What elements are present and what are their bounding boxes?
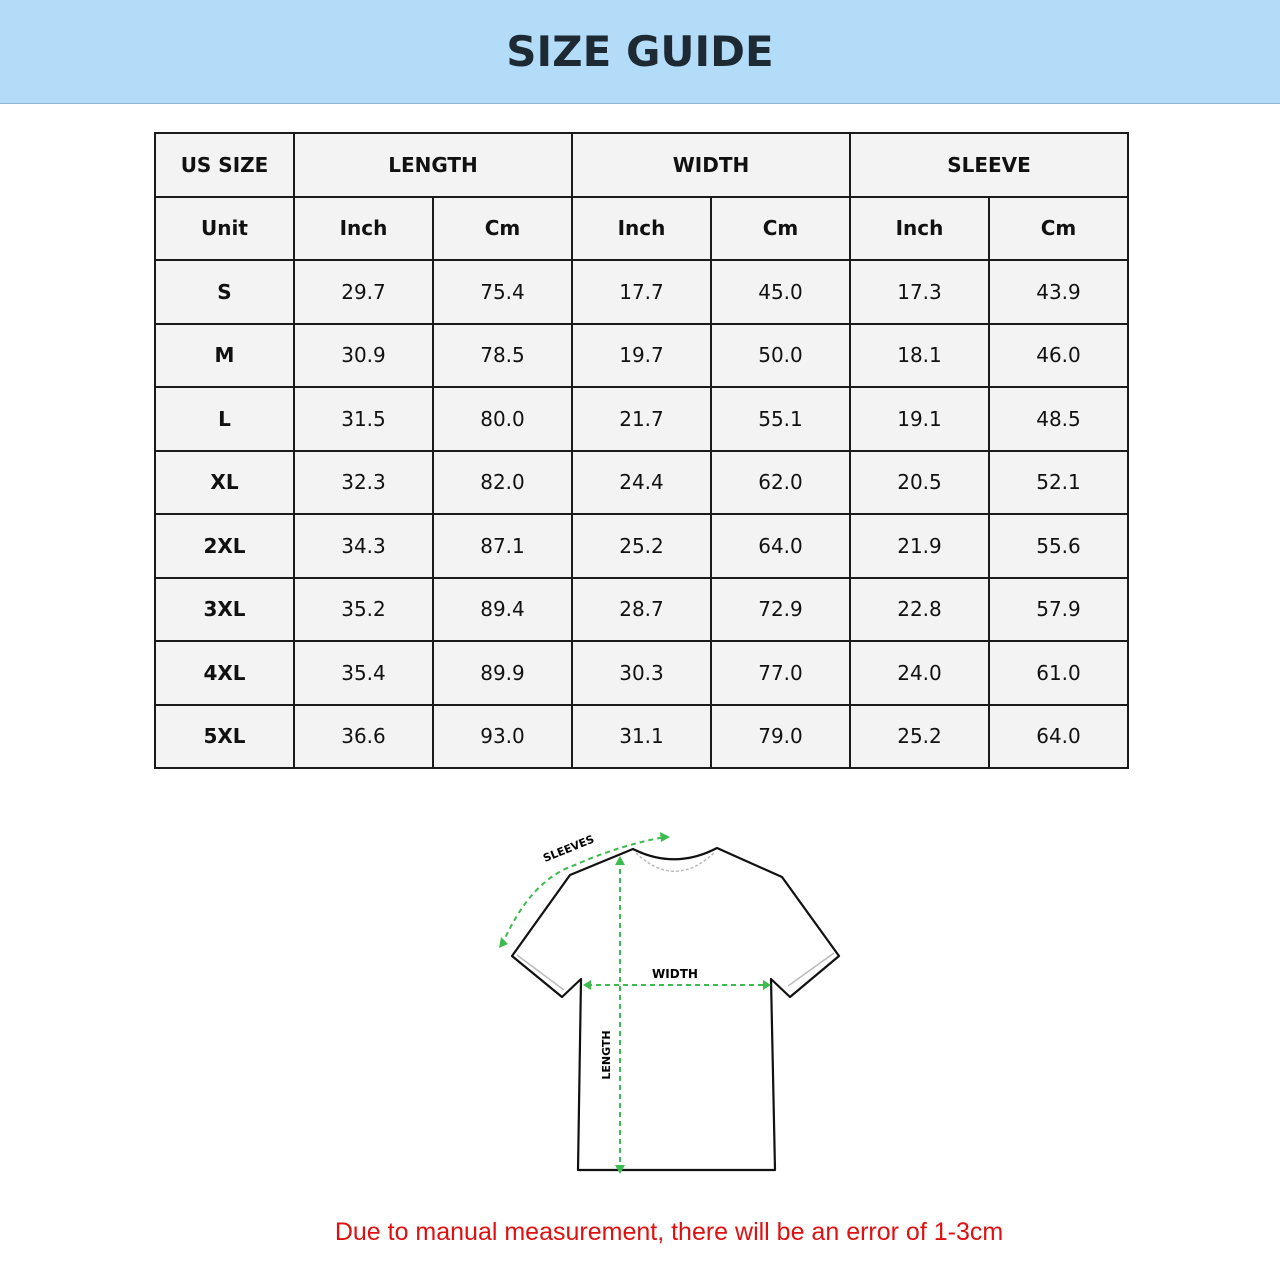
unit-cell: Inch (849, 195, 990, 261)
measurement-cell: 22.8 (849, 576, 990, 642)
measurement-cell: 45.0 (710, 259, 851, 325)
measurement-cell: 89.9 (432, 640, 573, 706)
measurement-cell: 50.0 (710, 322, 851, 388)
size-cell: S (154, 259, 295, 325)
size-row: 2XL 34.3 87.1 25.2 64.0 21.9 55.6 (154, 513, 1129, 579)
size-cell: 3XL (154, 576, 295, 642)
measurement-cell: 82.0 (432, 449, 573, 515)
size-row: 4XL 35.4 89.9 30.3 77.0 24.0 61.0 (154, 640, 1129, 706)
size-row: 3XL 35.2 89.4 28.7 72.9 22.8 57.9 (154, 576, 1129, 642)
measurement-cell: 79.0 (710, 703, 851, 769)
header-width: WIDTH (571, 132, 851, 198)
size-row: L 31.5 80.0 21.7 55.1 19.1 48.5 (154, 386, 1129, 452)
measurement-cell: 35.2 (293, 576, 434, 642)
length-label: LENGTH (600, 1030, 613, 1079)
measurement-cell: 31.5 (293, 386, 434, 452)
size-cell: M (154, 322, 295, 388)
size-cell: 4XL (154, 640, 295, 706)
size-row: M 30.9 78.5 19.7 50.0 18.1 46.0 (154, 322, 1129, 388)
measurement-cell: 20.5 (849, 449, 990, 515)
unit-row: Unit Inch Cm Inch Cm Inch Cm (154, 195, 1129, 261)
measurement-cell: 62.0 (710, 449, 851, 515)
sleeves-label: SLEEVES (541, 833, 596, 865)
measurement-note: Due to manual measurement, there will be… (334, 1218, 1004, 1246)
width-label: WIDTH (652, 967, 698, 981)
page-title: SIZE GUIDE (506, 27, 774, 76)
unit-cell: Cm (432, 195, 573, 261)
measurement-cell: 24.4 (571, 449, 712, 515)
measurement-cell: 19.7 (571, 322, 712, 388)
measurement-cell: 36.6 (293, 703, 434, 769)
measurement-cell: 78.5 (432, 322, 573, 388)
header-us-size: US SIZE (154, 132, 295, 198)
measurement-cell: 25.2 (849, 703, 990, 769)
measurement-cell: 55.6 (988, 513, 1129, 579)
unit-cell: Inch (293, 195, 434, 261)
measurement-cell: 72.9 (710, 576, 851, 642)
unit-cell: Cm (988, 195, 1129, 261)
header-sleeve: SLEEVE (849, 132, 1129, 198)
measurement-cell: 75.4 (432, 259, 573, 325)
unit-cell: Cm (710, 195, 851, 261)
arrow-heads (499, 832, 771, 1174)
measurement-cell: 43.9 (988, 259, 1129, 325)
measurement-cell: 28.7 (571, 576, 712, 642)
unit-cell: Inch (571, 195, 712, 261)
measurement-cell: 29.7 (293, 259, 434, 325)
measurement-cell: 31.1 (571, 703, 712, 769)
tshirt-outline (510, 846, 841, 1172)
size-cell: L (154, 386, 295, 452)
size-cell: XL (154, 449, 295, 515)
measurement-cell: 87.1 (432, 513, 573, 579)
group-header-row: US SIZE LENGTH WIDTH SLEEVE (154, 132, 1129, 198)
measurement-cell: 48.5 (988, 386, 1129, 452)
measurement-cell: 19.1 (849, 386, 990, 452)
size-table: US SIZE LENGTH WIDTH SLEEVE Unit Inch Cm… (154, 132, 1129, 769)
measurement-cell: 61.0 (988, 640, 1129, 706)
measurement-cell: 64.0 (988, 703, 1129, 769)
measurement-cell: 57.9 (988, 576, 1129, 642)
measurement-cell: 55.1 (710, 386, 851, 452)
measurement-cell: 17.7 (571, 259, 712, 325)
size-row: S 29.7 75.4 17.7 45.0 17.3 43.9 (154, 259, 1129, 325)
size-row: 5XL 36.6 93.0 31.1 79.0 25.2 64.0 (154, 703, 1129, 769)
measurement-cell: 64.0 (710, 513, 851, 579)
measurement-cell: 34.3 (293, 513, 434, 579)
measurement-cell: 30.9 (293, 322, 434, 388)
measurement-cell: 52.1 (988, 449, 1129, 515)
measurement-cell: 80.0 (432, 386, 573, 452)
measurement-cell: 24.0 (849, 640, 990, 706)
measure-arrows (501, 836, 767, 1170)
measurement-cell: 21.9 (849, 513, 990, 579)
measurement-cell: 17.3 (849, 259, 990, 325)
size-cell: 2XL (154, 513, 295, 579)
measurement-cell: 32.3 (293, 449, 434, 515)
measurement-cell: 30.3 (571, 640, 712, 706)
measurement-cell: 46.0 (988, 322, 1129, 388)
unit-label: Unit (154, 195, 295, 261)
measurement-cell: 89.4 (432, 576, 573, 642)
measurement-cell: 21.7 (571, 386, 712, 452)
measurement-cell: 93.0 (432, 703, 573, 769)
size-cell: 5XL (154, 703, 295, 769)
measurement-cell: 35.4 (293, 640, 434, 706)
measurement-cell: 25.2 (571, 513, 712, 579)
size-row: XL 32.3 82.0 24.4 62.0 20.5 52.1 (154, 449, 1129, 515)
header-length: LENGTH (293, 132, 573, 198)
measurement-cell: 18.1 (849, 322, 990, 388)
title-banner: SIZE GUIDE (0, 0, 1280, 104)
tshirt-diagram: WIDTH LENGTH SLEEVES (499, 832, 841, 1174)
measurement-cell: 77.0 (710, 640, 851, 706)
